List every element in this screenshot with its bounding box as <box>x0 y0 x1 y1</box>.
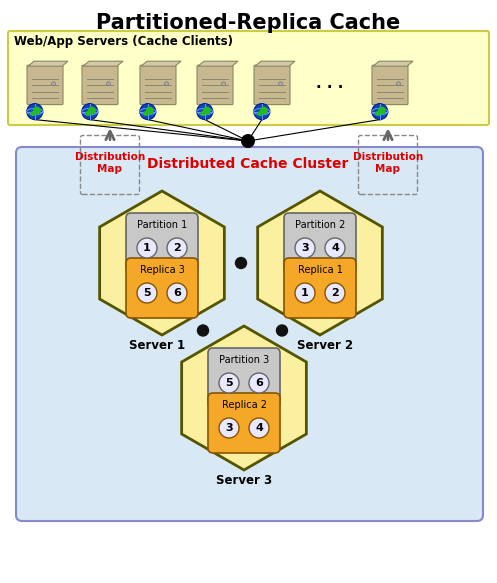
Text: Server 2: Server 2 <box>297 339 353 352</box>
Circle shape <box>222 82 226 86</box>
FancyBboxPatch shape <box>16 147 483 521</box>
Text: 5: 5 <box>225 378 233 388</box>
Circle shape <box>167 283 187 303</box>
FancyBboxPatch shape <box>8 31 489 125</box>
Circle shape <box>167 238 187 258</box>
Text: Replica 3: Replica 3 <box>140 265 184 275</box>
Circle shape <box>375 111 380 116</box>
Circle shape <box>219 373 239 393</box>
Circle shape <box>236 258 247 269</box>
Text: 1: 1 <box>301 288 309 298</box>
Text: Server 3: Server 3 <box>216 474 272 487</box>
Circle shape <box>378 107 386 115</box>
Circle shape <box>140 104 156 120</box>
Circle shape <box>203 107 211 115</box>
Polygon shape <box>99 191 224 335</box>
Polygon shape <box>83 61 123 66</box>
FancyBboxPatch shape <box>82 65 118 104</box>
FancyBboxPatch shape <box>372 65 408 104</box>
Text: Replica 1: Replica 1 <box>298 265 342 275</box>
Circle shape <box>276 325 287 336</box>
Circle shape <box>241 134 255 148</box>
Circle shape <box>254 104 270 120</box>
FancyBboxPatch shape <box>126 213 198 273</box>
Text: 4: 4 <box>255 423 263 433</box>
Polygon shape <box>141 61 181 66</box>
Circle shape <box>82 104 98 120</box>
Text: Server 1: Server 1 <box>129 339 185 352</box>
Text: Web/App Servers (Cache Clients): Web/App Servers (Cache Clients) <box>14 35 233 48</box>
Text: . . .: . . . <box>316 76 344 92</box>
Circle shape <box>219 418 239 438</box>
FancyBboxPatch shape <box>27 65 63 104</box>
Circle shape <box>52 82 56 86</box>
Text: Distribution
Map: Distribution Map <box>353 152 423 174</box>
FancyBboxPatch shape <box>284 213 356 273</box>
Text: Distribution
Map: Distribution Map <box>75 152 145 174</box>
Circle shape <box>295 238 315 258</box>
Circle shape <box>397 82 401 86</box>
Circle shape <box>372 104 388 120</box>
Text: 1: 1 <box>143 243 151 253</box>
Circle shape <box>88 107 96 115</box>
Circle shape <box>33 107 41 115</box>
Text: 3: 3 <box>301 243 309 253</box>
Circle shape <box>295 283 315 303</box>
Circle shape <box>165 82 168 86</box>
FancyBboxPatch shape <box>140 65 176 104</box>
Circle shape <box>200 111 205 116</box>
FancyBboxPatch shape <box>126 258 198 318</box>
Text: 3: 3 <box>225 423 233 433</box>
Polygon shape <box>28 61 68 66</box>
Circle shape <box>249 418 269 438</box>
Circle shape <box>278 82 282 86</box>
Text: Partitioned-Replica Cache: Partitioned-Replica Cache <box>96 13 400 33</box>
Text: 6: 6 <box>173 288 181 298</box>
Polygon shape <box>373 61 413 66</box>
Text: 6: 6 <box>255 378 263 388</box>
Text: Partition 3: Partition 3 <box>219 355 269 365</box>
Circle shape <box>197 104 213 120</box>
Text: 4: 4 <box>331 243 339 253</box>
Circle shape <box>137 283 157 303</box>
Polygon shape <box>255 61 295 66</box>
Text: 2: 2 <box>331 288 339 298</box>
Circle shape <box>27 104 43 120</box>
Text: Distributed Cache Cluster: Distributed Cache Cluster <box>147 157 349 171</box>
Text: Replica 2: Replica 2 <box>222 400 266 410</box>
FancyBboxPatch shape <box>197 65 233 104</box>
Circle shape <box>325 283 345 303</box>
Circle shape <box>146 107 154 115</box>
FancyBboxPatch shape <box>284 258 356 318</box>
Polygon shape <box>198 61 238 66</box>
Circle shape <box>197 325 209 336</box>
Circle shape <box>260 107 268 115</box>
FancyBboxPatch shape <box>254 65 290 104</box>
Circle shape <box>143 111 148 116</box>
Text: Partition 1: Partition 1 <box>137 220 187 230</box>
Polygon shape <box>257 191 382 335</box>
Polygon shape <box>181 326 306 470</box>
FancyBboxPatch shape <box>208 393 280 453</box>
Circle shape <box>106 82 110 86</box>
Text: Partition 2: Partition 2 <box>295 220 345 230</box>
Circle shape <box>137 238 157 258</box>
Circle shape <box>257 111 262 116</box>
Circle shape <box>249 373 269 393</box>
Circle shape <box>30 111 35 116</box>
Circle shape <box>325 238 345 258</box>
Text: 2: 2 <box>173 243 181 253</box>
Circle shape <box>85 111 90 116</box>
Text: 5: 5 <box>143 288 151 298</box>
FancyBboxPatch shape <box>208 348 280 408</box>
